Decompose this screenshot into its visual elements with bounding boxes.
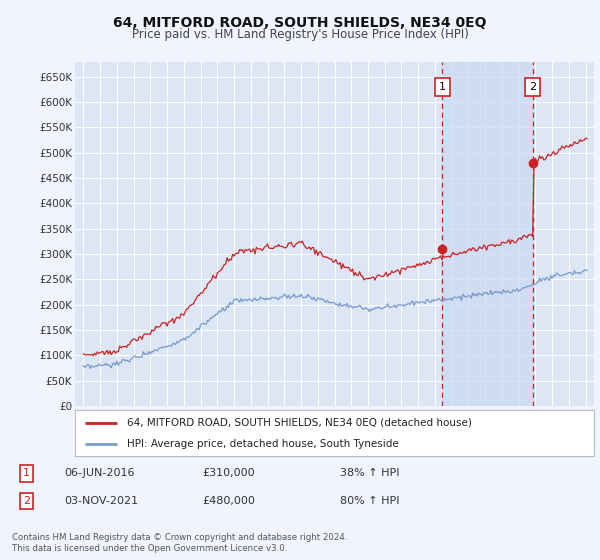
- Text: 2: 2: [529, 82, 536, 92]
- Text: 64, MITFORD ROAD, SOUTH SHIELDS, NE34 0EQ: 64, MITFORD ROAD, SOUTH SHIELDS, NE34 0E…: [113, 16, 487, 30]
- Text: 06-JUN-2016: 06-JUN-2016: [64, 468, 134, 478]
- Text: 64, MITFORD ROAD, SOUTH SHIELDS, NE34 0EQ (detached house): 64, MITFORD ROAD, SOUTH SHIELDS, NE34 0E…: [127, 418, 472, 428]
- Text: £310,000: £310,000: [202, 468, 255, 478]
- Bar: [442, 62, 533, 406]
- Text: 03-NOV-2021: 03-NOV-2021: [64, 496, 138, 506]
- Text: HPI: Average price, detached house, South Tyneside: HPI: Average price, detached house, Sout…: [127, 439, 398, 449]
- Text: 38% ↑ HPI: 38% ↑ HPI: [340, 468, 400, 478]
- Text: Contains HM Land Registry data © Crown copyright and database right 2024.
This d: Contains HM Land Registry data © Crown c…: [12, 533, 347, 553]
- Text: 80% ↑ HPI: 80% ↑ HPI: [340, 496, 400, 506]
- Text: Price paid vs. HM Land Registry's House Price Index (HPI): Price paid vs. HM Land Registry's House …: [131, 28, 469, 41]
- Text: 1: 1: [23, 468, 30, 478]
- Text: £480,000: £480,000: [202, 496, 255, 506]
- Text: 2: 2: [23, 496, 30, 506]
- Text: 1: 1: [439, 82, 446, 92]
